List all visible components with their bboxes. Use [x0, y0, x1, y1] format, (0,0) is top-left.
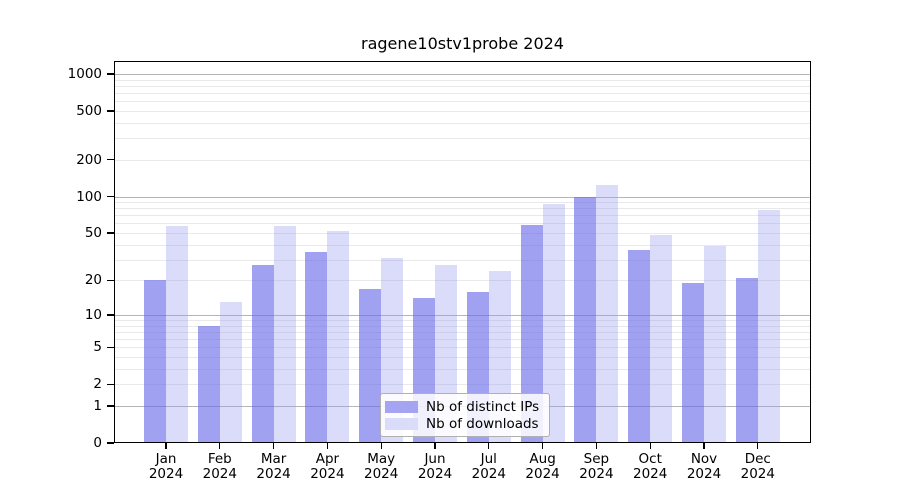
- y-tick-mark: [107, 442, 114, 444]
- chart-title: ragene10stv1probe 2024: [361, 34, 564, 53]
- x-tick-label-may: May 2024: [364, 451, 399, 482]
- legend-item-downloads: Nb of downloads: [385, 415, 539, 432]
- y-tick-mark: [107, 314, 114, 316]
- x-tick-label-oct: Oct 2024: [633, 451, 668, 482]
- y-tick-mark: [107, 279, 114, 282]
- y-tick-label-5: 5: [93, 339, 102, 356]
- x-tick-label-jun: Jun 2024: [417, 451, 453, 482]
- y-tick-mark: [107, 159, 114, 161]
- y-tick-mark: [107, 405, 114, 407]
- y-tick-label-0: 0: [93, 435, 102, 451]
- legend-label-downloads: Nb of downloads: [426, 415, 539, 432]
- legend-item-distinct-ips: Nb of distinct IPs: [385, 398, 539, 415]
- x-tick-label-mar: Mar 2024: [256, 451, 291, 482]
- y-tick-label-1: 1: [93, 398, 102, 414]
- legend-swatch-distinct-ips: [385, 400, 418, 413]
- legend-label-distinct-ips: Nb of distinct IPs: [426, 398, 540, 415]
- x-tick-mark-mar: [273, 443, 275, 449]
- x-tick-mark-oct: [649, 443, 651, 449]
- x-tick-mark-apr: [326, 443, 329, 449]
- x-tick-label-jul: Jul 2024: [471, 451, 506, 482]
- y-tick-label-10: 10: [84, 306, 102, 323]
- y-tick-mark: [107, 195, 114, 198]
- y-tick-label-2: 2: [93, 376, 102, 393]
- legend: Nb of distinct IPs Nb of downloads: [380, 393, 551, 437]
- y-tick-label-20: 20: [84, 272, 102, 289]
- x-tick-label-sep: Sep 2024: [579, 451, 614, 482]
- y-tick-label-1000: 1000: [67, 66, 102, 82]
- x-tick-mark-jul: [488, 443, 490, 449]
- plot-border: [114, 61, 811, 443]
- y-tick-label-200: 200: [76, 151, 102, 168]
- y-tick-mark: [107, 232, 114, 234]
- x-tick-label-apr: Apr 2024: [310, 451, 345, 482]
- x-tick-label-aug: Aug 2024: [525, 451, 560, 482]
- y-tick-mark: [107, 383, 114, 385]
- legend-swatch-downloads: [385, 417, 418, 430]
- x-tick-mark-may: [380, 443, 382, 449]
- y-tick-mark: [107, 110, 114, 112]
- x-tick-mark-feb: [219, 443, 221, 449]
- x-tick-label-feb: Feb 2024: [202, 451, 237, 482]
- x-tick-mark-aug: [542, 443, 544, 449]
- x-tick-mark-nov: [703, 443, 705, 449]
- x-tick-mark-jan: [165, 443, 167, 449]
- x-tick-label-jan: Jan 2024: [148, 451, 184, 482]
- x-tick-mark-dec: [757, 443, 759, 449]
- x-tick-label-nov: Nov 2024: [686, 451, 722, 482]
- x-tick-mark-sep: [595, 443, 598, 449]
- y-tick-label-100: 100: [76, 188, 102, 205]
- x-tick-label-dec: Dec 2024: [740, 451, 775, 482]
- y-tick-mark: [107, 73, 114, 75]
- x-tick-mark-jun: [434, 443, 436, 449]
- y-tick-label-500: 500: [76, 102, 102, 119]
- y-tick-label-50: 50: [84, 225, 102, 241]
- y-tick-mark: [107, 346, 114, 348]
